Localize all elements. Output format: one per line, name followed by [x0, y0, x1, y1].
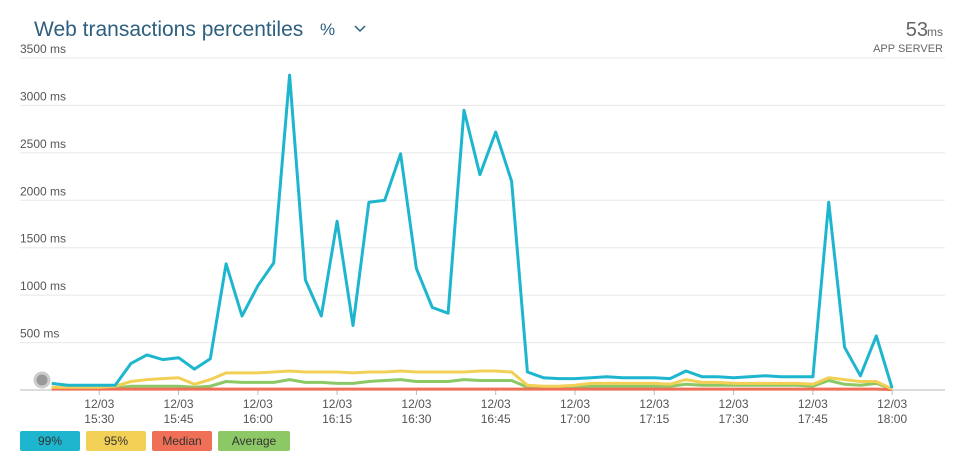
- series-line: [51, 378, 893, 391]
- x-tick-label: 12/03 18:00: [877, 397, 907, 426]
- plot: 500 ms 1000 ms 1500 ms 2000 ms 2500 ms 3000 m…: [20, 42, 945, 426]
- series-line: [51, 73, 894, 389]
- unit-selector[interactable]: %: [320, 20, 335, 39]
- legend-label: Median: [162, 434, 201, 448]
- x-tick-label: 12/03 17:15: [639, 397, 669, 426]
- legend: 99% 95% Median Average: [20, 431, 290, 451]
- dropdown-chevron[interactable]: [354, 25, 366, 33]
- x-tick-label: 12/03 16:30: [401, 397, 431, 426]
- y-tick-label: 1000 ms: [20, 279, 66, 293]
- legend-label: 95%: [104, 434, 128, 448]
- legend-label: Average: [232, 434, 277, 448]
- y-tick-label: 500 ms: [20, 327, 59, 341]
- legend-swatch: [86, 431, 146, 451]
- legend-swatch: [20, 431, 80, 451]
- x-tick-label: 12/03 17:45: [798, 397, 828, 426]
- y-tick-label: 3000 ms: [20, 89, 66, 103]
- x-tick-label: 12/03 16:15: [322, 397, 352, 426]
- series-line: [51, 369, 893, 391]
- chart-title: Web transactions percentiles: [34, 18, 303, 41]
- x-tick-label: 12/03 17:00: [560, 397, 590, 426]
- x-tick-label: 12/03 15:30: [84, 397, 114, 426]
- legend-swatch: [218, 431, 290, 451]
- x-tick-label: 12/03 16:00: [243, 397, 273, 426]
- summary-label: APP SERVER: [873, 43, 943, 55]
- x-tick-label: 12/03 15:45: [164, 397, 194, 426]
- x-tick-label: 12/03 16:45: [481, 397, 511, 426]
- y-tick-label: 2500 ms: [20, 137, 66, 151]
- legend-swatch: [152, 431, 212, 451]
- y-tick-label: 3500 ms: [20, 42, 66, 56]
- drag-handle[interactable]: [33, 371, 51, 389]
- x-tick-label: 12/03 17:30: [719, 397, 749, 426]
- y-tick-label: 1500 ms: [20, 232, 66, 246]
- legend-label: 99%: [38, 434, 62, 448]
- y-tick-label: 2000 ms: [20, 184, 66, 198]
- summary-value: 53: [906, 19, 928, 41]
- summary-unit: ms: [927, 25, 943, 39]
